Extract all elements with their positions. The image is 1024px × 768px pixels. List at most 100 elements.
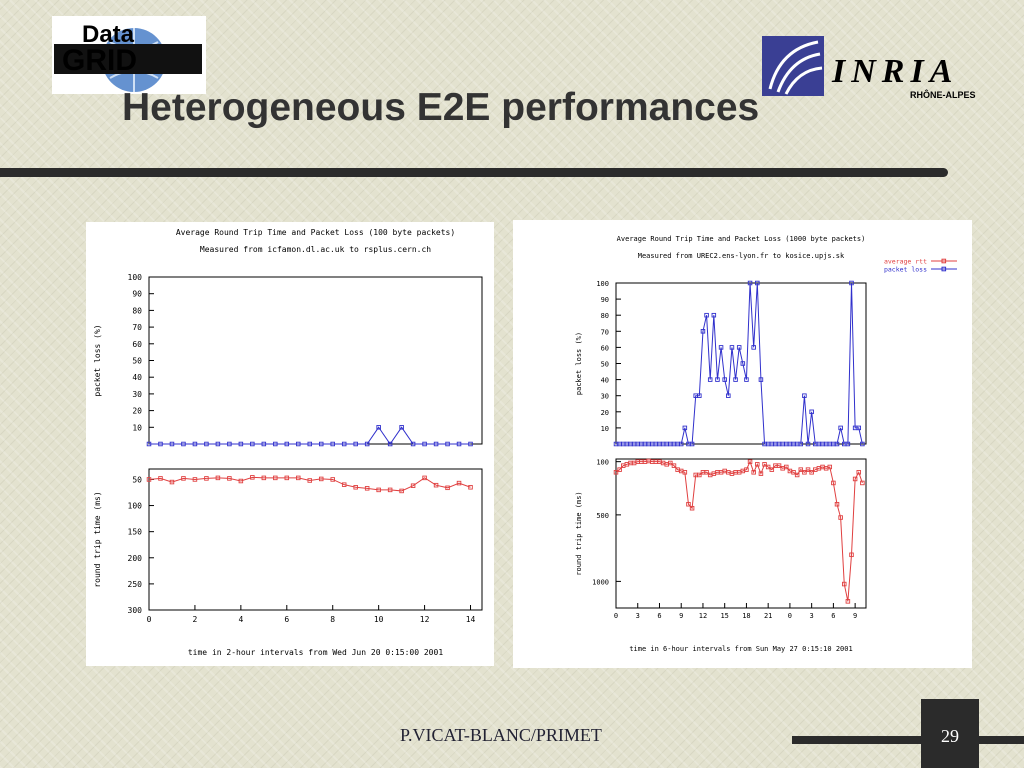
- loss-series-point: [697, 393, 702, 398]
- xtick-label: 12: [699, 612, 707, 620]
- rtt-series-point: [784, 464, 789, 470]
- loss-series-point: [307, 441, 313, 447]
- rtt-series-point: [852, 476, 858, 482]
- loss-ytick-label: 20: [132, 407, 142, 416]
- xtick-label: 3: [636, 612, 640, 620]
- xtick-label: 18: [742, 612, 750, 620]
- rtt-ytick-label: 500: [596, 512, 609, 520]
- xtick-label: 0: [614, 612, 618, 620]
- chart-xlabel: time in 6-hour intervals from Sun May 27…: [629, 645, 852, 653]
- legend-label: average rtt: [884, 258, 927, 266]
- rtt-series-point: [831, 480, 836, 486]
- loss-series-point: [747, 280, 753, 286]
- loss-series-point: [227, 441, 232, 447]
- rtt-series-point: [445, 485, 450, 491]
- inria-logo: INRIA RHÔNE-ALPES: [760, 34, 996, 104]
- datagrid-logo: GRID Data: [52, 16, 206, 94]
- rtt-series-point: [181, 476, 186, 481]
- xtick-label: 2: [193, 615, 198, 624]
- loss-ytick-label: 40: [601, 377, 609, 385]
- rtt-series-point: [755, 462, 760, 467]
- footer-author: P.VICAT-BLANC/PRIMET: [400, 725, 602, 745]
- rtt-series-point: [791, 470, 796, 475]
- loss-ytick-label: 30: [601, 393, 609, 401]
- rtt-series-point: [776, 463, 782, 468]
- chart-title: Average Round Trip Time and Packet Loss …: [176, 228, 455, 237]
- loss-series-point: [805, 441, 811, 447]
- loss-series-point: [860, 441, 865, 447]
- loss-series-point: [261, 441, 267, 447]
- loss-plot-frame: [148, 276, 483, 445]
- rtt-series-point: [158, 476, 163, 481]
- loss-series-point: [849, 280, 854, 286]
- loss-series-line: [149, 426, 471, 445]
- loss-series-point: [433, 441, 439, 447]
- rtt-series-point: [697, 472, 702, 478]
- rtt-series-point: [296, 475, 301, 481]
- rtt-series-point: [747, 459, 753, 464]
- rtt-series-point: [671, 463, 677, 468]
- loss-ytick-label: 50: [132, 357, 142, 366]
- xtick-label: 21: [764, 612, 772, 620]
- loss-series-point: [192, 441, 198, 447]
- rtt-plot-frame: [615, 458, 867, 609]
- rtt-ytick-label: 300: [128, 606, 143, 615]
- loss-series-point: [273, 441, 278, 447]
- rtt-series-point: [341, 482, 347, 487]
- rtt-series-point: [689, 505, 695, 511]
- rtt-ylabel: round trip time (ms): [575, 491, 583, 575]
- loss-ytick-label: 30: [132, 390, 142, 399]
- rtt-ytick-label: 1000: [592, 578, 609, 586]
- rtt-series-line: [615, 460, 863, 602]
- loss-series-point: [215, 441, 221, 447]
- rtt-series-point: [353, 485, 358, 490]
- loss-series-point: [456, 441, 462, 447]
- rtt-series-point: [468, 485, 473, 490]
- loss-series-point: [341, 441, 347, 447]
- loss-series-point: [729, 345, 735, 350]
- rtt-series-point: [798, 467, 804, 472]
- rtt-series-point: [794, 472, 800, 478]
- xtick-label: 3: [810, 612, 814, 620]
- rtt-series-point: [227, 476, 232, 481]
- loss-series-point: [296, 441, 301, 447]
- loss-series-point: [758, 377, 764, 382]
- logo-data-text: Data: [82, 21, 135, 48]
- loss-series-point: [238, 441, 244, 447]
- rtt-ytick-label: 50: [132, 475, 142, 484]
- loss-series-point: [809, 409, 814, 415]
- loss-ylabel: packet loss (%): [93, 324, 102, 396]
- loss-series-point: [284, 441, 290, 447]
- chart-xlabel: time in 2-hour intervals from Wed Jun 20…: [188, 648, 443, 657]
- loss-series-point: [733, 377, 738, 382]
- loss-series-point: [744, 377, 749, 382]
- rtt-series-point: [456, 480, 462, 486]
- loss-ytick-label: 50: [601, 361, 609, 369]
- rtt-series-point: [330, 477, 335, 482]
- xtick-label: 0: [788, 612, 792, 620]
- rtt-series-point: [399, 488, 404, 494]
- rtt-series-point: [856, 470, 862, 475]
- loss-ytick-label: 90: [601, 296, 609, 304]
- loss-series-point: [834, 441, 840, 447]
- loss-series-point: [740, 361, 746, 366]
- loss-ytick-label: 20: [601, 409, 609, 417]
- rtt-series-point: [838, 515, 843, 520]
- rtt-series-point: [146, 477, 152, 482]
- loss-series-point: [169, 441, 175, 447]
- loss-series-point: [736, 345, 742, 350]
- rtt-ytick-label: 150: [128, 528, 143, 537]
- chart-left-svg: Average Round Trip Time and Packet Loss …: [93, 228, 483, 657]
- rtt-series-point: [410, 483, 416, 488]
- legend-swatch-marker: [941, 258, 947, 264]
- chart-subtitle: Measured from UREC2.ens-lyon.fr to kosic…: [638, 252, 845, 260]
- loss-series-point: [158, 441, 163, 447]
- slide-title: Heterogeneous E2E performances: [122, 86, 760, 129]
- loss-ytick-label: 70: [132, 323, 142, 332]
- loss-series-point: [704, 312, 709, 318]
- rtt-series-point: [845, 599, 851, 604]
- loss-series-point: [856, 425, 862, 431]
- loss-series-point: [751, 345, 756, 350]
- loss-series-point: [845, 441, 851, 447]
- xtick-label: 9: [853, 612, 857, 620]
